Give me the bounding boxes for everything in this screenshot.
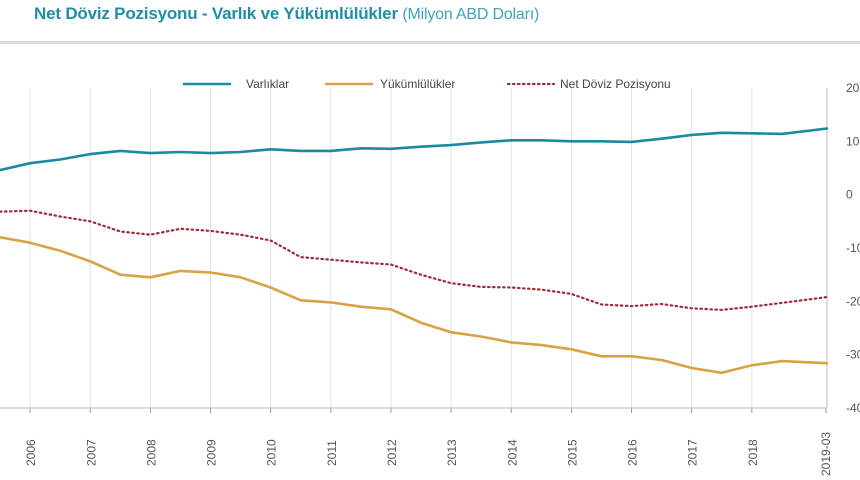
x-tick-label: 2006 [24,439,38,466]
x-tick-label: 2019-03 [819,432,833,476]
legend-label: Varlıklar [246,77,289,91]
chart-subtitle: (Milyon ABD Doları) [402,6,540,23]
y-tick-label: -10 [846,241,860,255]
y-tick-label: 0 [846,188,853,202]
y-tick-label: -40 [846,401,860,415]
y-tick-label: -30 [846,348,860,362]
series-line-varl-klar [0,127,829,172]
x-tick-label: 2018 [746,439,760,466]
y-tick-label: 10 [846,134,860,148]
series-line-net-d-viz-pozisyonu [0,209,829,311]
x-tick-label: 2015 [565,439,579,466]
legend-label: Yükümlülükler [380,77,455,91]
x-tick-label: 2012 [385,439,399,466]
x-tick-label: 2008 [144,439,158,466]
x-tick-label: 2010 [265,439,279,466]
x-tick-label: 2009 [205,439,219,466]
series-line-y-k-ml-l-kler [0,236,829,375]
chart-header: Net Döviz Pozisyonu - Varlık ve Yükümlül… [0,0,860,44]
chart-title: Net Döviz Pozisyonu - Varlık ve Yükümlül… [34,4,540,23]
x-tick-label: 2011 [325,440,339,466]
x-tick-label: 2016 [626,439,640,466]
x-tick-label: 2007 [84,439,98,466]
x-tick-label: 2014 [505,439,519,466]
x-tick-label: 2013 [445,439,459,466]
y-tick-label: 20 [846,81,860,95]
y-tick-label: -20 [846,294,860,308]
x-tick-label: 2017 [686,439,700,466]
legend-label: Net Döviz Pozisyonu [560,77,671,91]
